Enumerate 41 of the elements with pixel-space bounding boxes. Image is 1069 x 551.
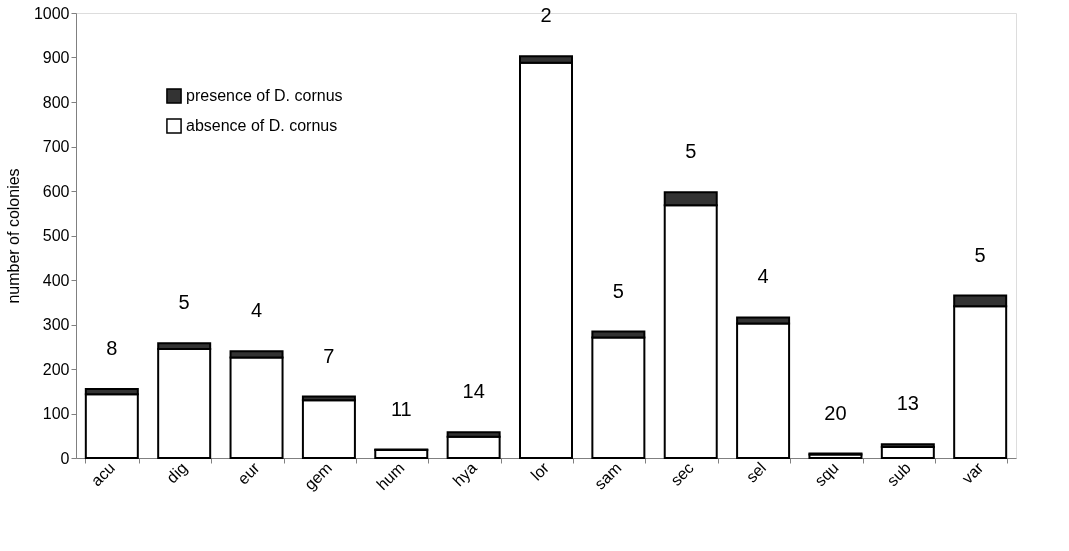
annotation: 14: [462, 380, 485, 403]
x-tick-label: hya: [449, 459, 480, 490]
x-tick-label: eur: [234, 458, 264, 488]
y-tick-label: 900: [42, 49, 70, 66]
annotation: 13: [896, 392, 919, 415]
bar: [446, 435, 501, 459]
y-tick-label: 0: [60, 449, 70, 467]
y-tick-label: 300: [42, 316, 70, 333]
annotation: 4: [757, 265, 769, 288]
x-tick-label: dig: [163, 459, 191, 487]
y-tick-label: 600: [42, 182, 70, 200]
annotation: 5: [178, 291, 190, 314]
x-tick-label: squ: [811, 459, 842, 490]
bar: [301, 399, 356, 459]
x-tick-label: sec: [667, 459, 697, 489]
y-tick-label: 800: [42, 93, 70, 111]
annotation: 20: [824, 401, 847, 424]
y-axis-title: number of colonies: [4, 168, 22, 304]
annotation: 2: [540, 4, 552, 27]
annotation: 7: [323, 344, 335, 367]
x-tick-label: sub: [883, 459, 915, 490]
annotation: 5: [612, 279, 624, 302]
x-tick-label: sam: [591, 459, 625, 493]
x-tick-label: sel: [742, 459, 770, 486]
y-tick-label: 500: [42, 227, 70, 244]
y-tick-label: 100: [42, 405, 70, 422]
y-tick-label: 200: [42, 360, 70, 378]
x-tick-label: var: [958, 458, 987, 487]
annotation: 8: [106, 337, 118, 360]
x-tick-label: acu: [87, 459, 118, 490]
annotation: 5: [685, 140, 697, 163]
annotation: 4: [250, 299, 263, 322]
annotation: 5: [974, 243, 986, 266]
y-tick-label: 700: [42, 138, 70, 155]
legend-label: absence of D. cornus: [186, 117, 338, 134]
y-tick-label: 1000: [33, 4, 70, 22]
y-tick-label: 400: [42, 271, 70, 289]
x-tick-label: hum: [373, 459, 408, 494]
annotation: 11: [390, 397, 412, 420]
legend-label: presence of D. cornus: [186, 87, 343, 104]
x-tick-label: lor: [527, 458, 553, 484]
